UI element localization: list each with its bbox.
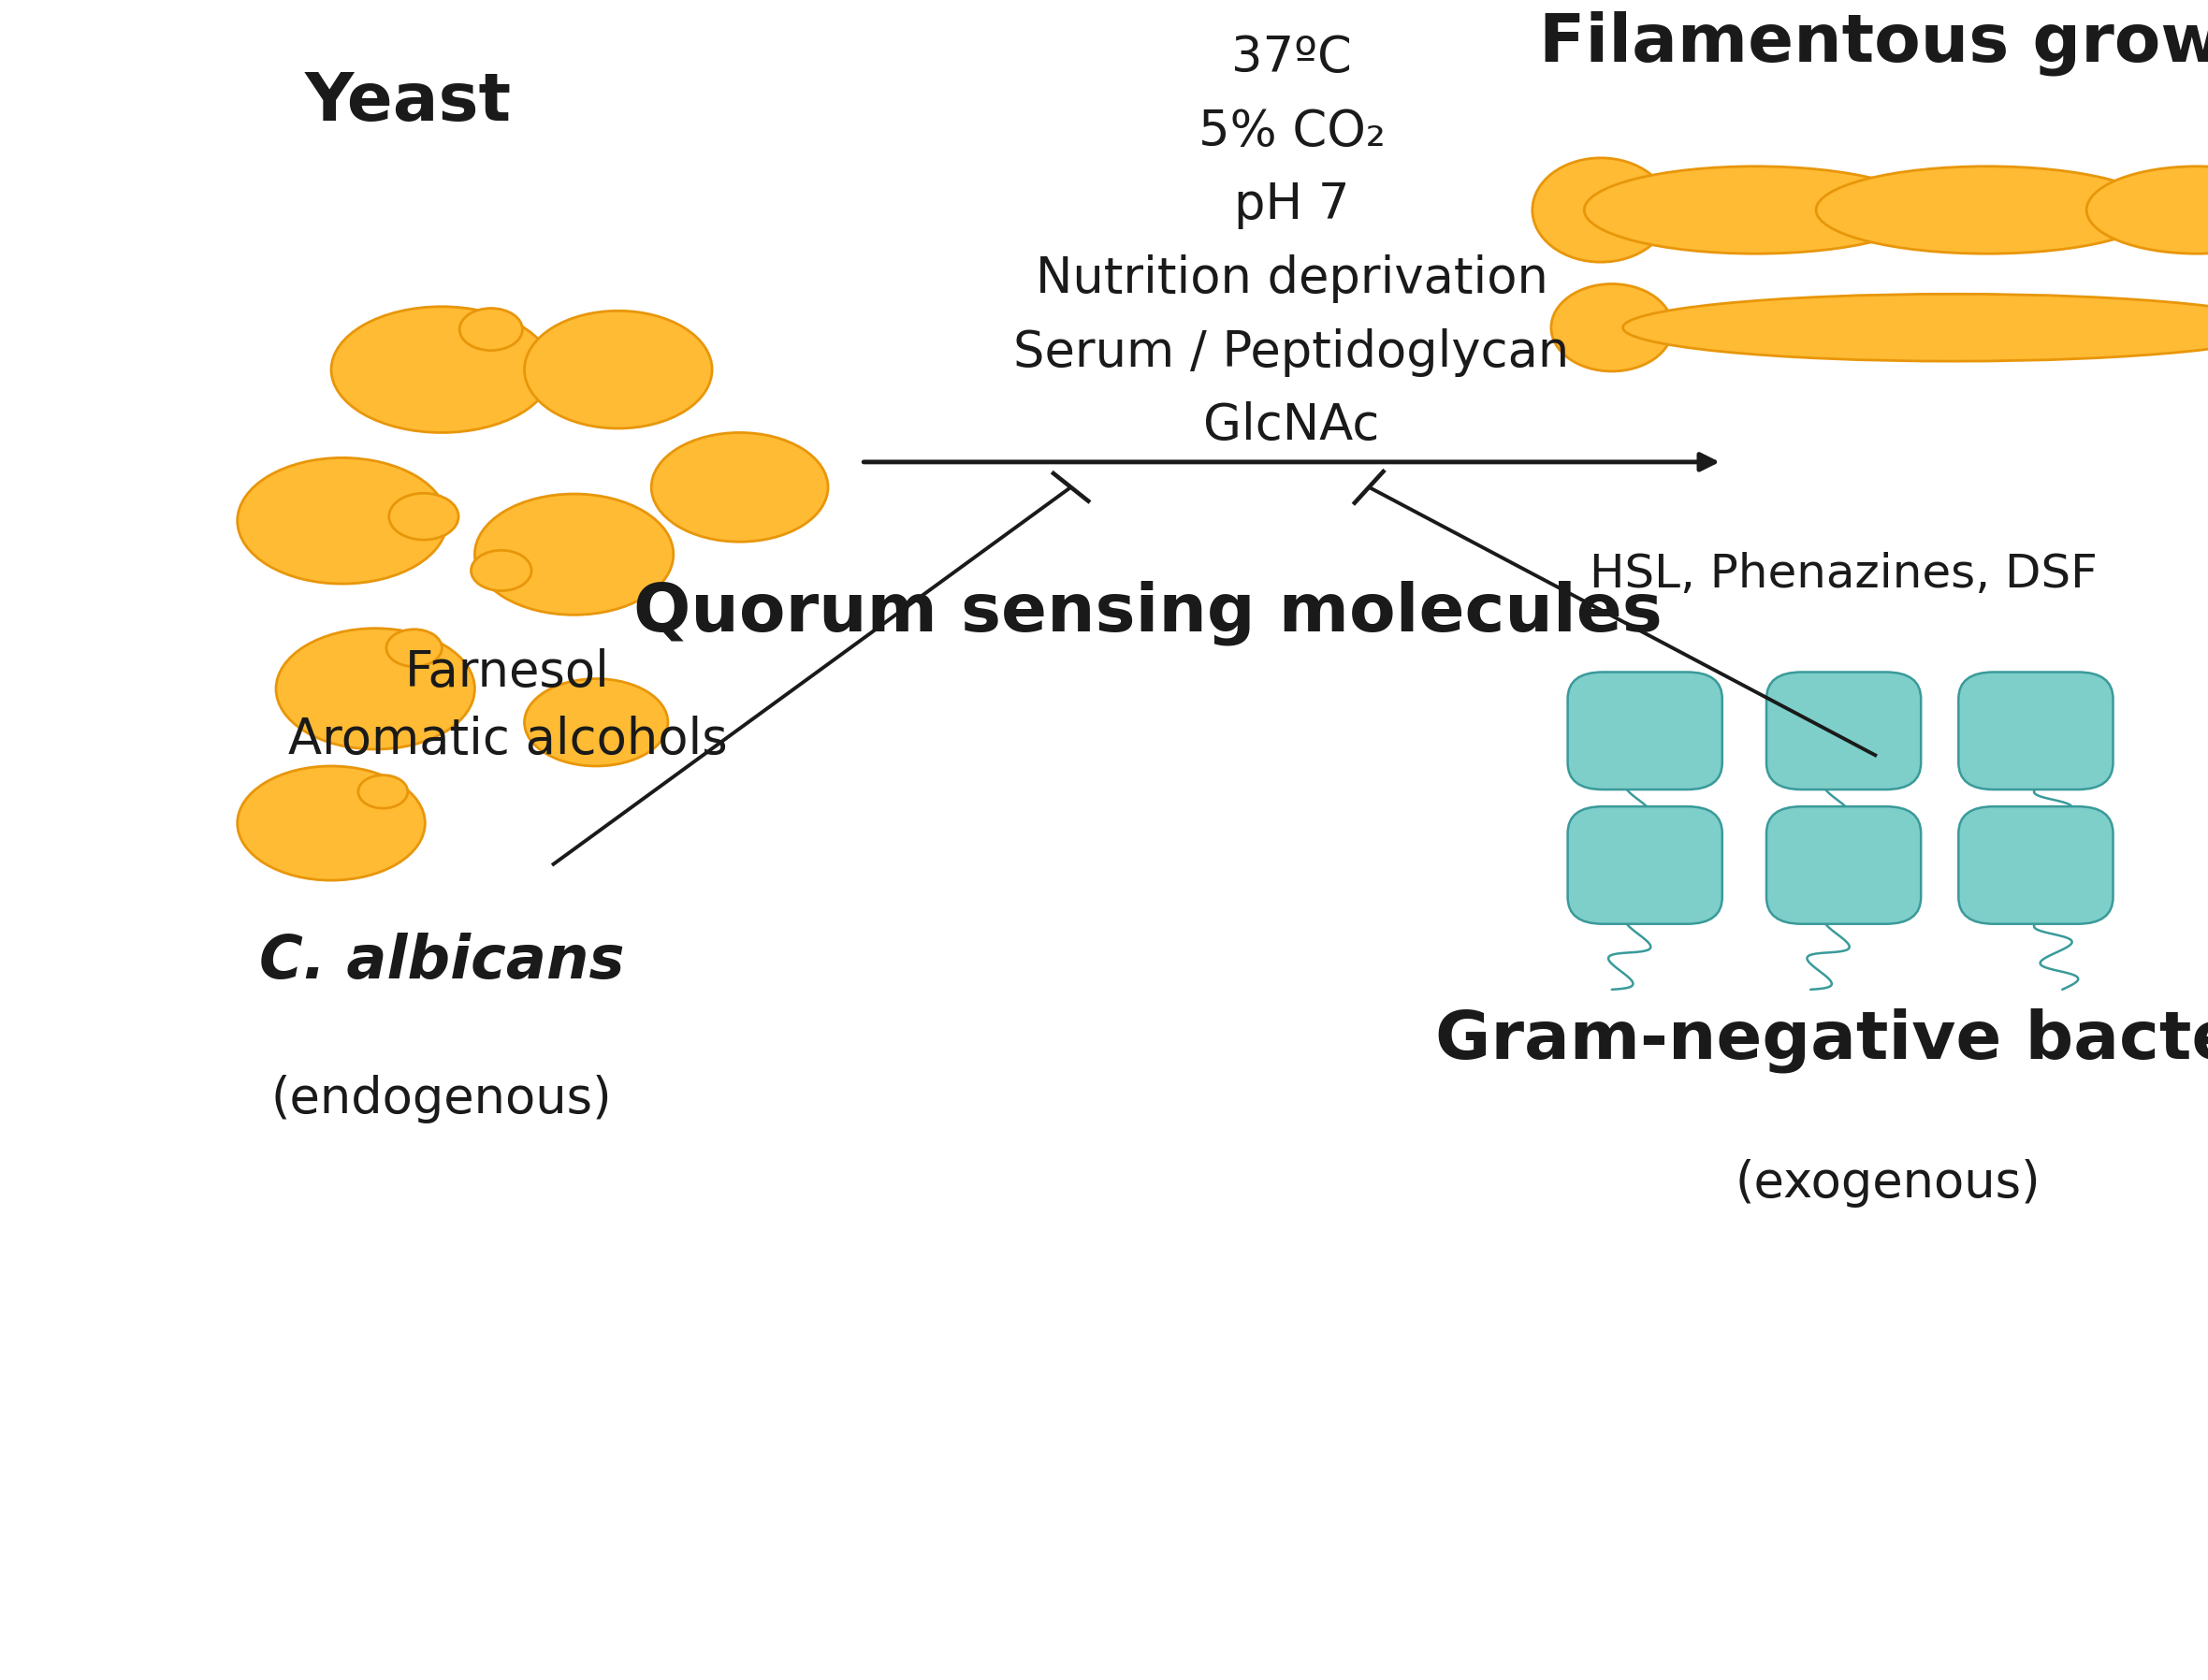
Text: Yeast: Yeast [305,71,512,134]
FancyBboxPatch shape [1958,672,2113,790]
Text: C. albicans: C. albicans [258,932,625,991]
Ellipse shape [1550,284,1674,371]
Text: (exogenous): (exogenous) [1735,1159,2040,1208]
Ellipse shape [2087,166,2208,254]
Text: (endogenous): (endogenous) [272,1075,612,1124]
Ellipse shape [389,494,459,539]
FancyBboxPatch shape [1766,672,1921,790]
Ellipse shape [1583,166,1925,254]
Ellipse shape [526,311,711,428]
Ellipse shape [470,551,532,591]
Text: 37ºC
5% CO₂
pH 7
Nutrition deprivation
Serum / Peptidoglycan
GlcNAc: 37ºC 5% CO₂ pH 7 Nutrition deprivation S… [1013,34,1570,450]
Ellipse shape [358,774,408,808]
Text: Farnesol
Aromatic alcohols: Farnesol Aromatic alcohols [287,648,729,764]
Ellipse shape [459,307,523,351]
Ellipse shape [238,457,446,583]
FancyBboxPatch shape [1568,806,1722,924]
Ellipse shape [1815,166,2159,254]
Ellipse shape [475,494,673,615]
FancyBboxPatch shape [1568,672,1722,790]
Ellipse shape [651,432,828,541]
Ellipse shape [386,630,442,667]
Ellipse shape [238,766,424,880]
FancyBboxPatch shape [1766,806,1921,924]
Text: Gram-negative bacteria: Gram-negative bacteria [1435,1008,2208,1074]
Ellipse shape [1623,294,2208,361]
Ellipse shape [1532,158,1669,262]
Ellipse shape [276,628,475,749]
Ellipse shape [331,306,552,432]
Text: Filamentous growth: Filamentous growth [1539,10,2208,76]
Text: Quorum sensing molecules: Quorum sensing molecules [634,581,1663,645]
Text: HSL, Phenazines, DSF: HSL, Phenazines, DSF [1590,551,2098,596]
FancyBboxPatch shape [1958,806,2113,924]
Ellipse shape [526,679,669,766]
